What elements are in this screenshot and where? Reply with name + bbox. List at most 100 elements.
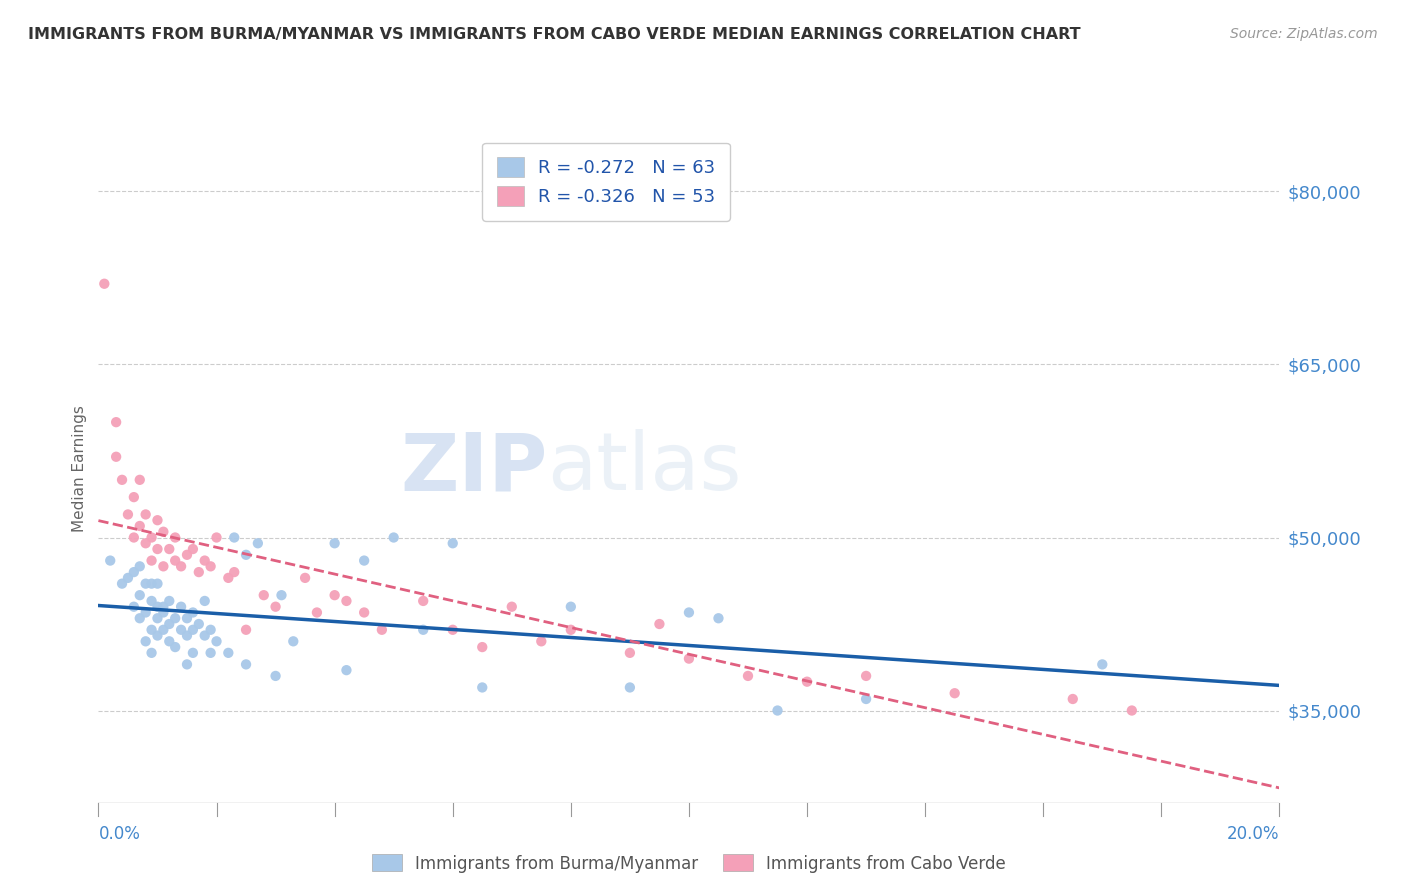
Point [187,617,209,632]
Point [283,634,305,648]
Point [181,542,204,557]
Point [264,599,287,614]
Point [560,599,582,614]
Text: atlas: atlas [547,429,741,508]
Point [678,606,700,620]
Point [152,559,174,574]
Text: Source: ZipAtlas.com: Source: ZipAtlas.com [1230,27,1378,41]
Point [796,674,818,689]
Point [152,623,174,637]
Point [205,531,228,545]
Point [141,553,163,567]
Y-axis label: Median Earnings: Median Earnings [72,405,87,532]
Point [146,611,169,625]
Point [176,548,198,562]
Point [217,646,239,660]
Point [146,542,169,557]
Point [619,681,641,695]
Legend: R = -0.272   N = 63, R = -0.326   N = 53: R = -0.272 N = 63, R = -0.326 N = 53 [482,143,730,220]
Point [152,606,174,620]
Point [122,531,145,545]
Point [141,594,163,608]
Point [176,629,198,643]
Point [187,565,209,579]
Point [122,599,145,614]
Point [560,623,582,637]
Point [471,681,494,695]
Point [141,646,163,660]
Point [170,623,193,637]
Point [146,576,169,591]
Point [181,606,204,620]
Point [105,415,128,429]
Point [353,553,375,567]
Point [170,559,193,574]
Point [235,548,257,562]
Point [128,588,150,602]
Point [619,646,641,660]
Point [128,559,150,574]
Point [128,473,150,487]
Point [146,513,169,527]
Point [224,531,246,545]
Legend: Immigrants from Burma/Myanmar, Immigrants from Cabo Verde: Immigrants from Burma/Myanmar, Immigrant… [366,847,1012,880]
Point [181,623,204,637]
Point [200,559,222,574]
Point [200,623,222,637]
Point [205,634,228,648]
Point [1091,657,1114,672]
Point [412,623,434,637]
Point [194,594,217,608]
Point [707,611,730,625]
Point [165,640,187,654]
Text: 20.0%: 20.0% [1227,825,1279,843]
Point [146,599,169,614]
Point [122,565,145,579]
Point [1062,692,1084,706]
Point [98,553,121,567]
Point [335,663,357,677]
Point [678,651,700,665]
Point [141,576,163,591]
Point [235,623,257,637]
Text: 0.0%: 0.0% [98,825,141,843]
Point [176,611,198,625]
Point [412,594,434,608]
Point [441,623,464,637]
Text: IMMIGRANTS FROM BURMA/MYANMAR VS IMMIGRANTS FROM CABO VERDE MEDIAN EARNINGS CORR: IMMIGRANTS FROM BURMA/MYANMAR VS IMMIGRA… [28,27,1081,42]
Point [253,588,276,602]
Text: ZIP: ZIP [399,429,547,508]
Point [135,606,157,620]
Point [530,634,553,648]
Point [117,571,139,585]
Point [157,617,180,632]
Point [165,553,187,567]
Point [105,450,128,464]
Point [111,473,134,487]
Point [152,524,174,539]
Point [648,617,671,632]
Point [141,531,163,545]
Point [270,588,292,602]
Point [181,646,204,660]
Point [157,594,180,608]
Point [141,623,163,637]
Point [146,629,169,643]
Point [323,536,346,550]
Point [135,508,157,522]
Point [135,536,157,550]
Point [335,594,357,608]
Point [135,634,157,648]
Point [200,646,222,660]
Point [501,599,523,614]
Point [235,657,257,672]
Point [371,623,394,637]
Point [157,542,180,557]
Point [943,686,966,700]
Point [165,611,187,625]
Point [170,599,193,614]
Point [128,519,150,533]
Point [217,571,239,585]
Point [353,606,375,620]
Point [294,571,316,585]
